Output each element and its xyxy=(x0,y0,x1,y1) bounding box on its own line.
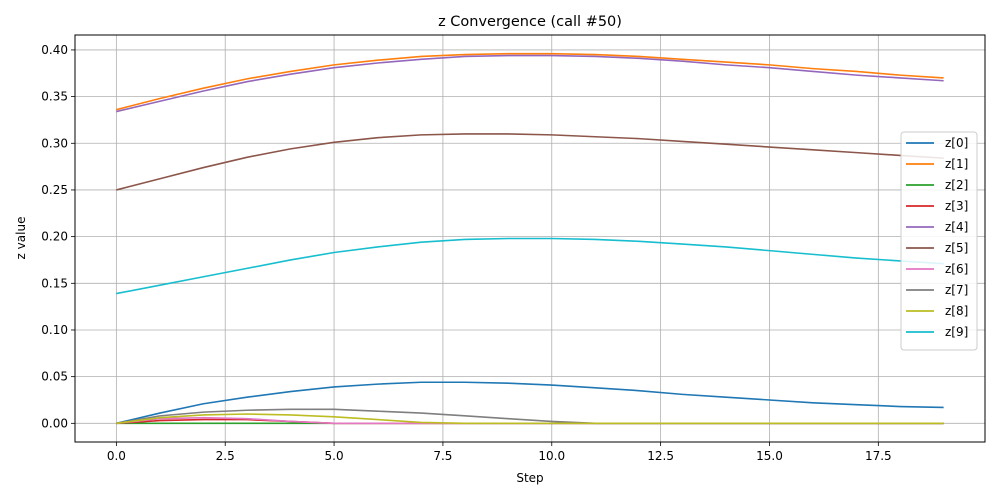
legend-label: z[7] xyxy=(945,283,968,297)
chart-title: z Convergence (call #50) xyxy=(438,14,622,30)
legend-label: z[5] xyxy=(945,241,968,255)
grid xyxy=(75,35,985,442)
series-layer xyxy=(116,52,944,425)
x-tick-label: 2.5 xyxy=(216,449,235,463)
legend-label: z[6] xyxy=(945,262,968,276)
series-line-1 xyxy=(116,52,944,111)
y-tick-label: 0.20 xyxy=(41,230,68,244)
y-tick-label: 0.35 xyxy=(41,90,68,104)
legend-label: z[3] xyxy=(945,199,968,213)
legend-frame xyxy=(900,131,978,351)
x-tick-label: 17.5 xyxy=(865,449,892,463)
x-tick-label: 7.5 xyxy=(433,449,452,463)
y-tick-label: 0.30 xyxy=(41,136,68,150)
y-tick-label: 0.15 xyxy=(41,276,68,290)
plot-frame xyxy=(74,34,986,443)
x-tick-label: 5.0 xyxy=(325,449,344,463)
x-axis-title: Step xyxy=(516,471,543,485)
legend: z[0] z[1] z[2] z[3] z[4] z[5] z[6] z[7] z[8] z[9] xyxy=(900,131,978,351)
y-axis-title: z value xyxy=(14,217,28,260)
x-tick-label: 0.0 xyxy=(107,449,126,463)
legend-label: z[2] xyxy=(945,178,968,192)
y-tick-label: 0.00 xyxy=(41,416,68,430)
y-tick-label: 0.10 xyxy=(41,323,68,337)
series-line-0 xyxy=(116,381,944,425)
series-line-5 xyxy=(116,133,944,191)
legend-label: z[4] xyxy=(945,220,968,234)
series-line-4 xyxy=(116,54,944,113)
y-tick-label: 0.25 xyxy=(41,183,68,197)
legend-label: z[8] xyxy=(945,304,968,318)
legend-label: z[9] xyxy=(945,325,968,339)
legend-label: z[0] xyxy=(945,136,968,150)
x-tick-label: 15.0 xyxy=(756,449,783,463)
series-line-7 xyxy=(116,408,944,425)
series-line-9 xyxy=(116,237,944,295)
legend-label: z[1] xyxy=(945,157,968,171)
y-tick-label: 0.40 xyxy=(41,43,68,57)
x-axis: 0.0 2.5 5.0 7.5 10.0 12.5 15.0 17.5 xyxy=(107,442,892,463)
x-tick-label: 10.0 xyxy=(538,449,565,463)
y-tick-label: 0.05 xyxy=(41,370,68,384)
y-axis: 0.00 0.05 0.10 0.15 0.20 0.25 0.30 0.35 0.40 xyxy=(41,43,75,430)
series-line-8 xyxy=(116,413,944,425)
x-tick-label: 12.5 xyxy=(647,449,674,463)
